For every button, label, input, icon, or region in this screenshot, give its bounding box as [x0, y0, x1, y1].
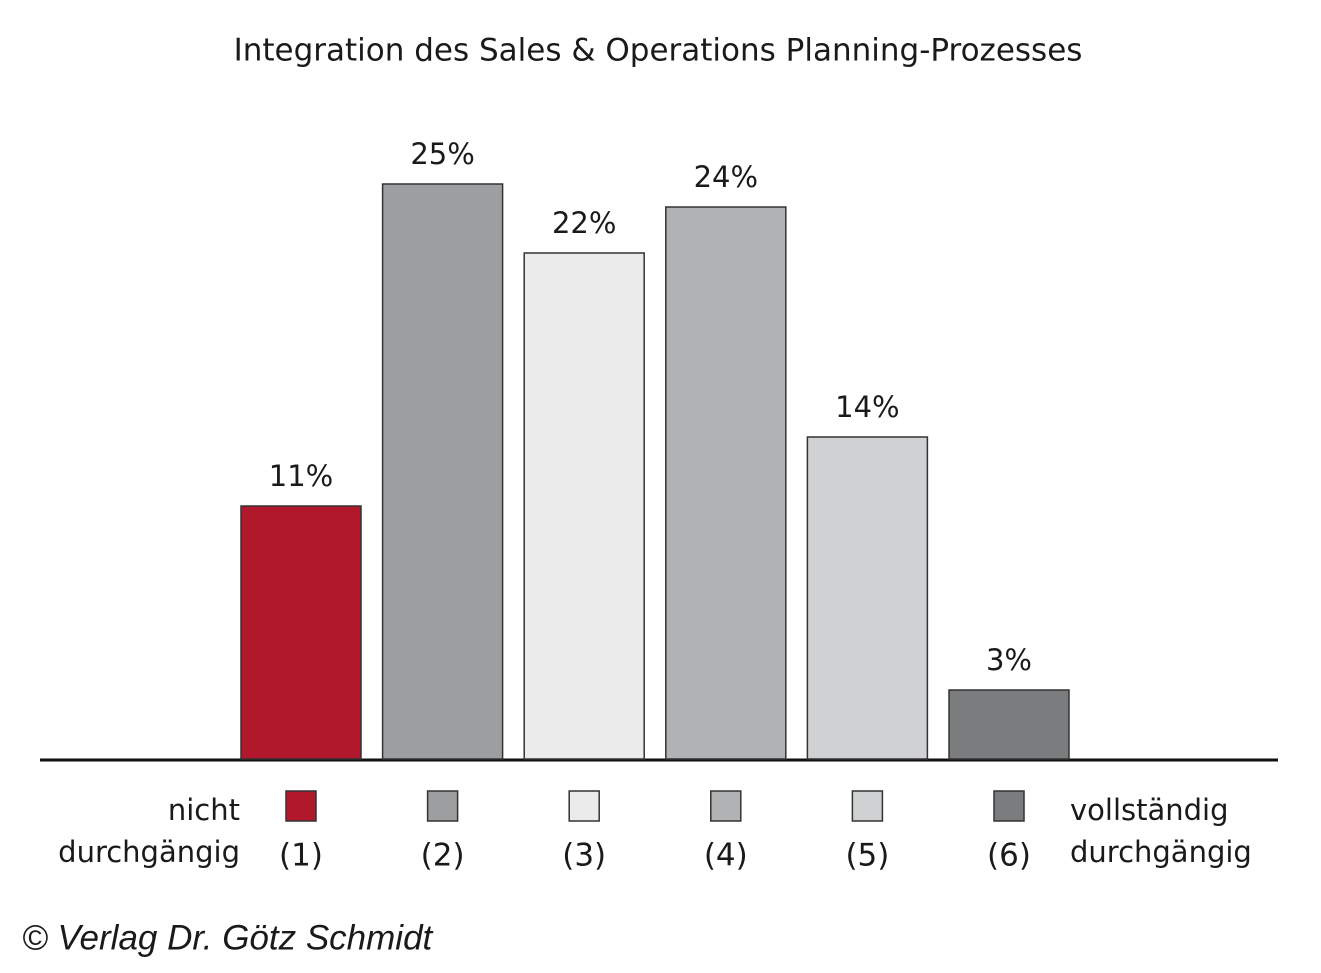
- bar: [665, 206, 787, 760]
- value-label: 22%: [552, 206, 616, 240]
- category-label: (6): [987, 838, 1031, 874]
- right-note: durchgängig: [1070, 835, 1252, 869]
- right-note: vollständig: [1070, 793, 1229, 827]
- swatch: [568, 790, 600, 822]
- value-label: 3%: [986, 643, 1032, 677]
- swatch: [710, 790, 742, 822]
- value-label: 25%: [410, 137, 474, 171]
- value-label: 14%: [835, 390, 899, 424]
- left-note: durchgängig: [58, 835, 240, 869]
- bar: [948, 689, 1070, 760]
- category-label: (5): [845, 838, 889, 874]
- category-label: (1): [279, 838, 323, 874]
- value-label: 24%: [694, 160, 758, 194]
- bar: [523, 252, 645, 760]
- chart-title: Integration des Sales & Operations Plann…: [234, 33, 1083, 69]
- category-label: (2): [421, 838, 465, 874]
- bar: [806, 436, 929, 760]
- category-label: (3): [562, 838, 606, 874]
- swatch: [993, 790, 1025, 822]
- swatch: [285, 790, 317, 822]
- value-label: 11%: [269, 459, 333, 493]
- bar: [240, 505, 362, 760]
- category-label: (4): [704, 838, 748, 874]
- copyright: © Verlag Dr. Götz Schmidt: [22, 918, 434, 957]
- left-note: nicht: [168, 793, 240, 827]
- swatch: [851, 790, 884, 822]
- swatch: [426, 790, 459, 822]
- bar: [381, 183, 504, 760]
